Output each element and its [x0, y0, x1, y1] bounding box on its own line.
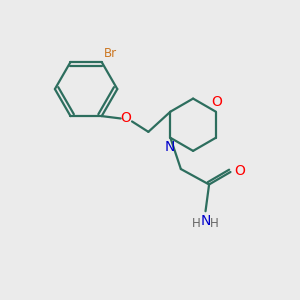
- Text: N: N: [165, 140, 175, 154]
- Text: H: H: [192, 217, 201, 230]
- Text: Br: Br: [104, 47, 117, 60]
- Text: O: O: [121, 112, 131, 125]
- Text: H: H: [210, 217, 219, 230]
- Text: N: N: [200, 214, 211, 228]
- Text: O: O: [212, 95, 222, 109]
- Text: O: O: [234, 164, 245, 178]
